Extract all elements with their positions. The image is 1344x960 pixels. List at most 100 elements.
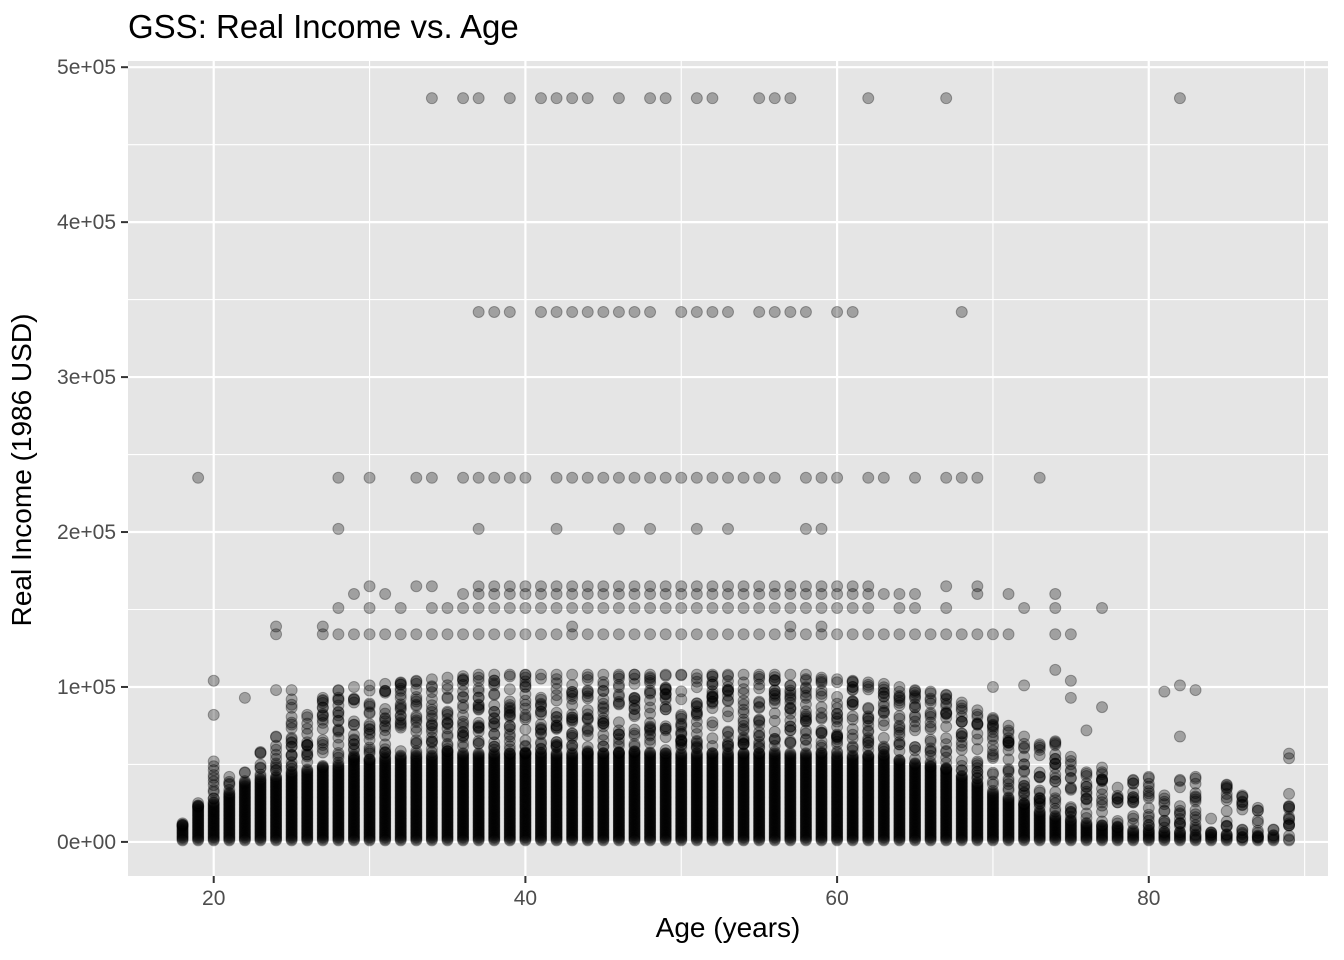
data-point — [270, 811, 283, 824]
data-point — [363, 787, 376, 800]
data-point — [347, 770, 360, 783]
data-point — [270, 834, 283, 847]
data-point — [254, 810, 267, 823]
data-point — [332, 808, 345, 821]
data-point — [332, 805, 345, 818]
data-point — [285, 820, 298, 833]
data-point — [301, 819, 314, 832]
data-point — [924, 685, 937, 698]
data-point — [270, 792, 283, 805]
data-point — [238, 811, 251, 824]
data-point — [363, 830, 376, 843]
data-point — [285, 806, 298, 819]
data-point — [270, 812, 283, 825]
data-point — [316, 825, 329, 838]
data-point — [628, 745, 641, 758]
data-point — [316, 783, 329, 796]
data-point — [238, 818, 251, 831]
data-point — [176, 828, 189, 841]
data-point — [285, 789, 298, 802]
data-point — [285, 827, 298, 840]
data-point — [223, 813, 236, 826]
data-point — [254, 790, 267, 803]
data-point — [301, 789, 314, 802]
data-point — [862, 744, 875, 757]
data-point — [347, 765, 360, 778]
data-point — [986, 766, 999, 779]
data-point — [270, 794, 283, 807]
data-point — [457, 737, 470, 750]
data-point — [347, 805, 360, 818]
data-point — [347, 680, 360, 693]
data-point — [332, 723, 345, 736]
data-point — [270, 783, 283, 796]
data-point — [270, 828, 283, 841]
data-point — [1018, 758, 1031, 771]
data-point — [301, 813, 314, 826]
data-point — [332, 819, 345, 832]
data-point — [347, 823, 360, 836]
data-point — [254, 784, 267, 797]
data-point — [1142, 821, 1155, 834]
data-point — [332, 818, 345, 831]
data-point — [644, 684, 657, 697]
data-point — [363, 821, 376, 834]
data-point — [784, 714, 797, 727]
data-point — [347, 808, 360, 821]
data-point — [301, 832, 314, 845]
data-point — [192, 826, 205, 839]
data-point — [1018, 797, 1031, 810]
data-point — [223, 805, 236, 818]
data-point — [706, 697, 719, 710]
data-point — [441, 682, 454, 695]
data-point — [332, 790, 345, 803]
data-point — [270, 822, 283, 835]
data-point — [986, 711, 999, 724]
data-point — [332, 783, 345, 796]
data-point — [223, 814, 236, 827]
data-point — [223, 800, 236, 813]
data-point — [332, 804, 345, 817]
data-point — [722, 668, 734, 681]
data-point — [363, 777, 376, 790]
data-point — [285, 825, 298, 838]
data-point — [223, 820, 236, 833]
data-point — [394, 689, 407, 702]
data-point — [379, 703, 392, 716]
data-point — [285, 782, 298, 795]
data-point — [223, 806, 236, 819]
data-point — [316, 799, 329, 812]
data-point — [581, 713, 594, 726]
data-point — [223, 825, 236, 838]
data-point — [706, 740, 719, 753]
data-point — [347, 811, 360, 824]
data-point — [472, 682, 485, 695]
data-point — [316, 779, 329, 792]
data-point — [347, 825, 360, 838]
data-point — [581, 723, 594, 736]
data-point — [347, 830, 360, 843]
data-point — [223, 833, 236, 846]
data-point — [270, 821, 283, 834]
data-point — [488, 699, 501, 712]
data-point — [207, 807, 220, 820]
data-point — [1111, 796, 1124, 809]
data-point — [690, 737, 703, 750]
data-point — [207, 798, 220, 811]
data-point — [238, 785, 251, 798]
data-point — [706, 668, 719, 681]
data-point — [332, 784, 345, 797]
data-point — [347, 822, 360, 835]
data-point — [270, 813, 283, 826]
data-point — [223, 787, 236, 800]
data-point — [270, 820, 283, 833]
data-point — [379, 826, 392, 839]
data-point — [1111, 781, 1124, 794]
data-point — [316, 826, 329, 839]
data-point — [457, 726, 470, 739]
data-point — [285, 830, 298, 843]
data-point — [285, 768, 298, 781]
data-point — [285, 813, 298, 826]
data-point — [924, 697, 937, 710]
data-point — [285, 771, 298, 784]
